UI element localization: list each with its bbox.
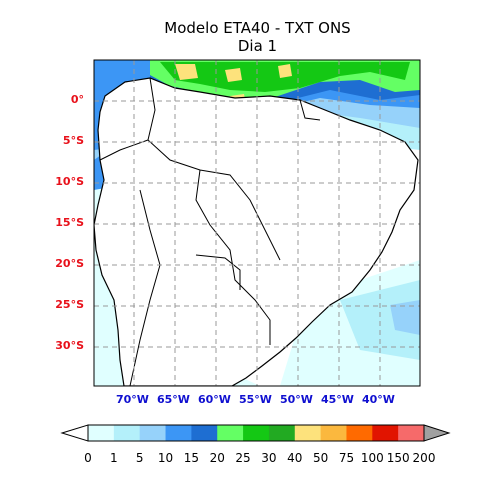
colorbar-tick-label: 1 [110,451,118,465]
colorbar-tick-label: 100 [360,451,384,465]
lat-label: 5°S [62,134,84,147]
colorbar-tick-label: 15 [183,451,200,465]
lon-label: 45°W [321,393,354,406]
lon-label: 55°W [239,393,272,406]
colorbar-tick-label: 200 [412,451,436,465]
lon-label: 70°W [116,393,149,406]
colorbar-cell [88,425,115,441]
lon-label: 60°W [198,393,231,406]
colorbar-tick-label: 5 [135,451,144,465]
lat-label: 15°S [55,216,84,229]
map-title: Modelo ETA40 - TXT ONS [164,19,351,37]
colorbar-under-arrow [60,424,89,442]
colorbar-cell [372,425,399,441]
gridlines [94,60,420,386]
lat-label: 20°S [55,257,84,270]
lon-label: 40°W [362,393,395,406]
colorbar-cell [320,425,347,441]
colorbar-tick-label: 0 [84,451,92,465]
colorbar-tick-label: 75 [338,451,355,465]
colorbar-cell [113,425,141,441]
colorbar-cell [268,425,296,441]
colorbar-tick-label: 25 [235,451,251,465]
colorbar-cell [139,425,167,441]
lat-label: 10°S [55,175,84,188]
colorbar-cell [294,425,322,441]
colorbar-tick-label: 20 [209,451,225,465]
lon-label: 65°W [157,393,190,406]
country-borders [99,77,321,386]
colorbar-cell [346,425,373,441]
map-frame [93,59,421,387]
lat-label: 30°S [55,339,84,352]
colorbar-tick-label: 10 [157,451,174,465]
colorbar-tick-label: 40 [287,451,303,465]
colorbar-cells [88,425,425,441]
colorbar-frame [87,424,425,442]
colorbar-cell [165,425,192,441]
colorbar-cell [398,425,425,441]
map-subtitle: Dia 1 [237,37,278,55]
precipitation-map [93,59,421,387]
colorbar-tick-label: 30 [261,451,277,465]
colorbar-cell [191,425,218,441]
lat-label: 25°S [55,298,84,311]
colorbar-tick-label: 150 [386,451,410,465]
colorbar-over-arrow [423,424,451,442]
colorbar-tick-label: 50 [312,451,329,465]
colorbar-cell [243,425,270,441]
lat-label: 0° [70,93,84,106]
lon-label: 50°W [280,393,313,406]
colorbar-cell [217,425,244,441]
